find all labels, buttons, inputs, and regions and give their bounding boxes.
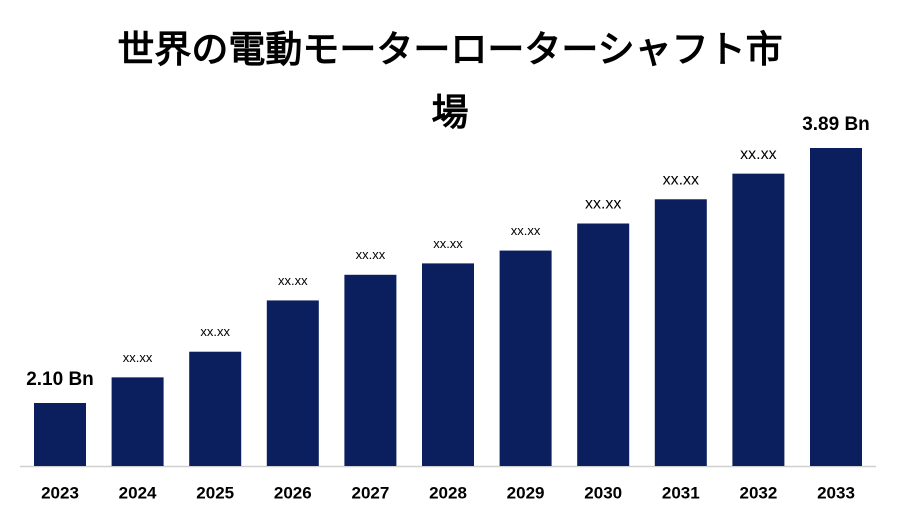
x-tick-label: 2026 <box>274 483 312 502</box>
value-label: xx.xx <box>740 146 776 163</box>
x-tick-label: 2028 <box>429 483 467 502</box>
value-label: xx.xx <box>356 247 386 262</box>
x-tick-label: 2025 <box>196 483 234 502</box>
value-label: xx.xx <box>278 273 308 288</box>
value-label: xx.xx <box>585 196 621 213</box>
bar <box>810 148 862 466</box>
x-tick-label: 2023 <box>41 483 79 502</box>
x-tick-label: 2029 <box>507 483 545 502</box>
x-tick-label: 2027 <box>351 483 389 502</box>
value-label: 3.89 Bn <box>802 114 870 135</box>
bar <box>499 250 552 466</box>
x-tick-label: 2030 <box>584 483 622 502</box>
bar <box>344 274 397 466</box>
chart-title: 世界の電動モーターローターシャフト市場 <box>117 29 783 133</box>
bar <box>34 403 86 466</box>
x-tick-label: 2033 <box>817 483 855 502</box>
bar <box>111 377 164 466</box>
x-tick-label: 2032 <box>739 483 777 502</box>
value-label: xx.xx <box>123 350 153 365</box>
x-tick-label: 2024 <box>119 483 157 502</box>
value-label: xx.xx <box>200 324 230 339</box>
bar <box>189 351 242 466</box>
bar <box>732 173 785 466</box>
value-label: xx.xx <box>663 172 699 189</box>
value-label: xx.xx <box>511 223 541 238</box>
bar <box>422 263 474 466</box>
bar <box>577 223 630 466</box>
value-label: xx.xx <box>433 236 463 251</box>
x-tick-label: 2031 <box>662 483 700 502</box>
bar <box>654 199 707 466</box>
value-label: 2.10 Bn <box>26 369 94 390</box>
bar <box>266 300 319 466</box>
